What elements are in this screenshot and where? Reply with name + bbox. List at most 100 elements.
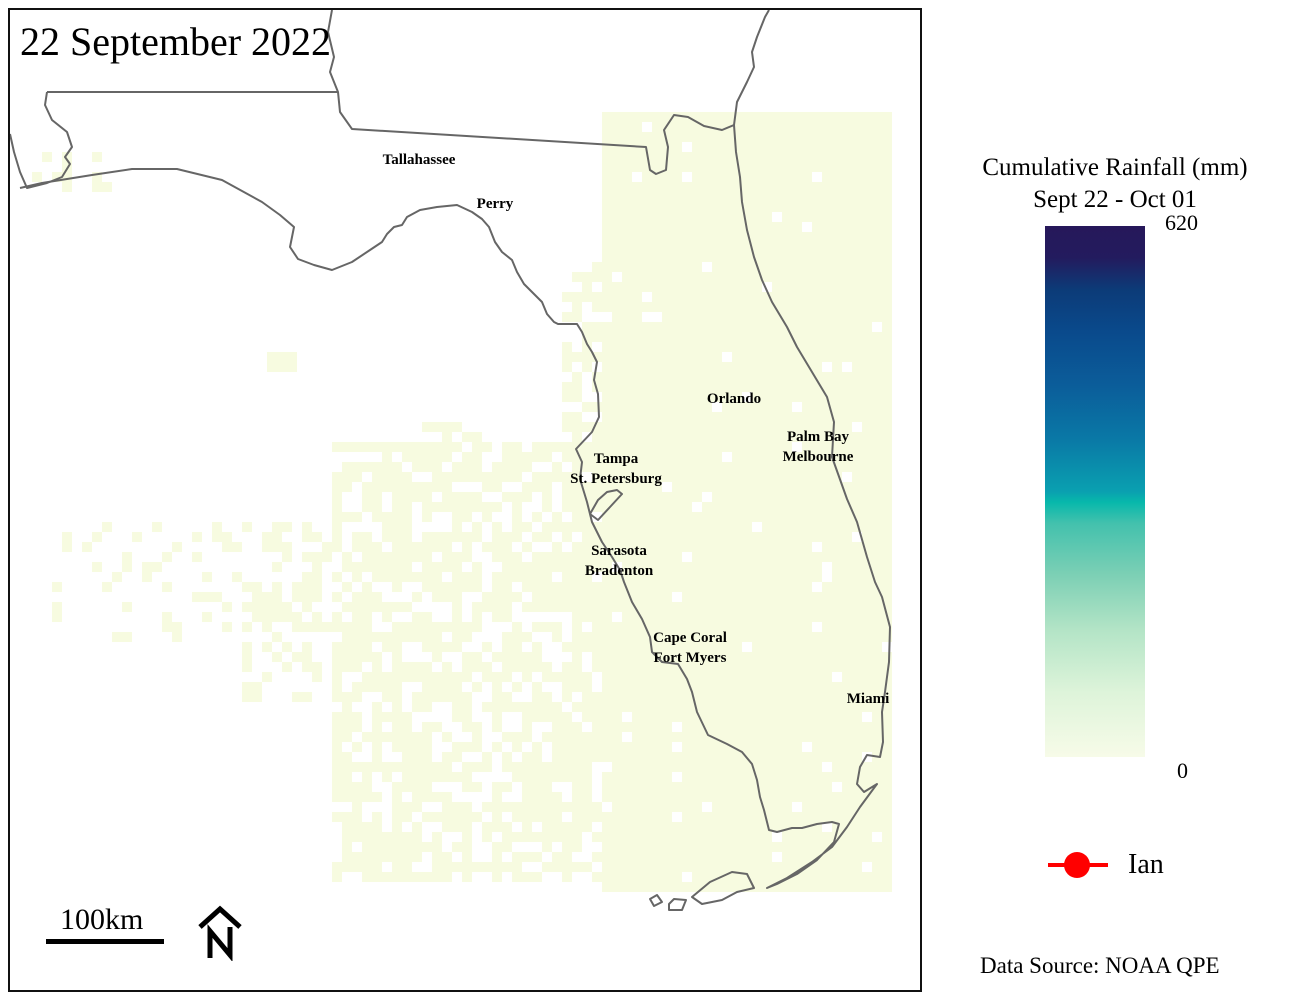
rain-cell [652,832,662,842]
rain-cell [682,382,692,392]
rain-cell [802,812,812,822]
rain-cell [752,662,762,672]
map-panel: Tallahassee Perry Orlando Palm Bay Melbo… [8,8,922,992]
rain-cell [872,412,882,422]
rain-cell [862,192,872,202]
rain-cell [352,442,362,452]
rain-cell [772,152,782,162]
rain-cell [882,272,892,282]
rain-cell [542,802,552,812]
rain-cell [362,832,372,842]
rain-cell [862,162,872,172]
rain-cell [542,842,552,852]
rain-cell [582,812,592,822]
rain-cell [392,482,402,492]
rain-cell [642,512,652,522]
rain-cell [802,432,812,442]
rain-cell [422,692,432,702]
rain-cell [782,752,792,762]
rain-cell [812,632,822,642]
rain-cell [672,312,682,322]
rain-cell [342,582,352,592]
rain-cell [792,362,802,372]
rain-cell [812,832,822,842]
rain-cell [652,342,662,352]
rain-cell [642,792,652,802]
rain-cell [852,462,862,472]
rain-cell [372,652,382,662]
rain-cell [772,692,782,702]
rain-cell [692,462,702,472]
rain-cell [652,432,662,442]
rain-cell [552,592,562,602]
rain-cell [702,232,712,242]
rain-cell [592,612,602,622]
rain-cell [852,832,862,842]
rain-cell [532,472,542,482]
rain-cell [642,242,652,252]
rain-cell [412,702,422,712]
rain-cell [672,712,682,722]
rain-cell [742,122,752,132]
rain-cell [622,412,632,422]
rain-cell [812,272,822,282]
rain-cell [812,612,822,622]
rain-cell [782,272,792,282]
rain-cell [692,182,702,192]
rain-cell [812,112,822,122]
rain-cell [592,542,602,552]
rain-cell [712,502,722,512]
rain-cell [452,702,462,712]
rain-cell [752,152,762,162]
rain-cell [752,222,762,232]
rain-cell [572,772,582,782]
rain-cell [622,852,632,862]
rain-cell [862,502,872,512]
rain-cell [742,482,752,492]
rain-cell [822,742,832,752]
rain-cell [742,792,752,802]
rain-cell [822,872,832,882]
rain-cell [92,562,102,572]
rain-cell [632,492,642,502]
rain-cell [782,232,792,242]
rain-cell [432,722,442,732]
rain-cell [692,342,702,352]
rain-cell [852,222,862,232]
rain-cell [542,552,552,562]
rain-cell [872,302,882,312]
rain-cell [722,432,732,442]
rain-cell [882,312,892,322]
rain-cell [202,612,212,622]
rain-cell [492,522,502,532]
rain-cell [432,632,442,642]
rain-cell [852,332,862,342]
rain-cell [62,152,72,162]
rain-cell [812,882,822,892]
rain-cell [682,152,692,162]
rain-cell [332,502,342,512]
rain-cell [502,612,512,622]
rain-cell [612,662,622,672]
rain-cell [392,872,402,882]
rain-cell [772,642,782,652]
rain-cell [782,692,792,702]
rain-cell [732,502,742,512]
rain-cell [352,602,362,612]
rain-cell [462,742,472,752]
rain-cell [692,322,702,332]
rain-cell [412,802,422,812]
rain-cell [832,532,842,542]
rain-cell [882,342,892,352]
rain-cell [702,422,712,432]
rain-cell [592,702,602,712]
rain-cell [762,602,772,612]
rain-cell [802,202,812,212]
rain-cell [582,442,592,452]
rain-cell [252,582,262,592]
rain-cell [512,742,522,752]
rain-cell [662,812,672,822]
rain-cell [872,552,882,562]
rain-cell [472,462,482,472]
rain-cell [882,362,892,372]
